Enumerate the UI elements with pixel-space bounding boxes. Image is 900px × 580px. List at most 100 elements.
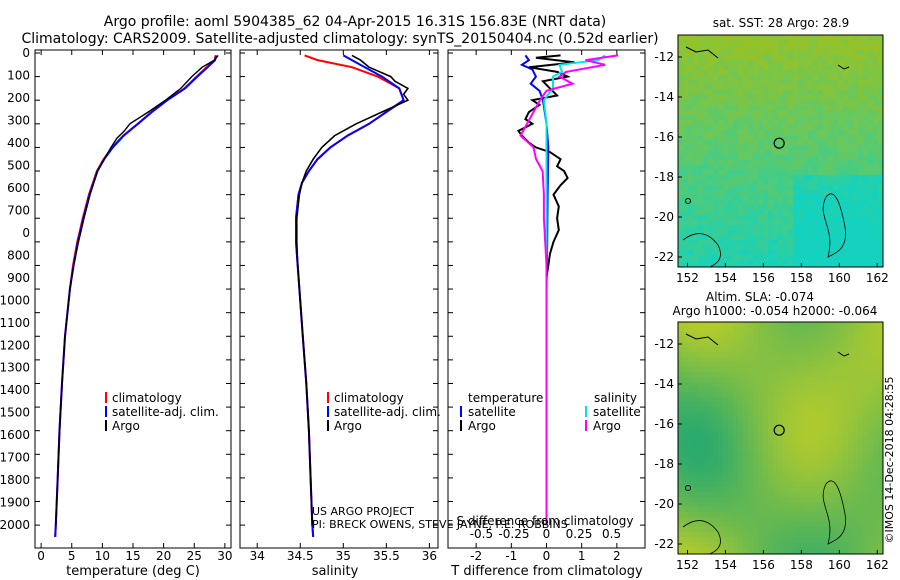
map-cell	[683, 447, 689, 453]
map-cell	[828, 507, 834, 513]
map-cell	[828, 205, 834, 211]
map-cell	[803, 220, 809, 226]
map-cell	[718, 50, 724, 56]
map-cell	[798, 532, 804, 538]
map-cell	[798, 95, 804, 101]
map-cell	[838, 532, 844, 538]
map-cell	[678, 220, 684, 226]
map-cell	[878, 382, 883, 388]
map-cell	[748, 512, 754, 518]
map-cell	[853, 397, 859, 403]
map-cell	[703, 397, 709, 403]
map-cell	[733, 397, 739, 403]
map-cell	[793, 467, 799, 473]
map-cell	[858, 467, 864, 473]
map-cell	[703, 165, 709, 171]
map-cell	[878, 190, 883, 196]
map-field	[678, 35, 883, 267]
map-cell	[813, 327, 819, 333]
map-cell	[698, 105, 704, 111]
map-cell	[703, 337, 709, 343]
map-cell	[823, 467, 829, 473]
map-cell	[693, 527, 699, 533]
map-cell	[788, 145, 794, 151]
map-cell	[813, 412, 819, 418]
map-cell	[808, 110, 814, 116]
map-cell	[693, 55, 699, 61]
map-cell	[838, 185, 844, 191]
map-cell	[843, 357, 849, 363]
island-marker	[685, 485, 691, 491]
map-cell	[843, 407, 849, 413]
map-cell	[873, 50, 879, 56]
map-cell	[878, 327, 883, 333]
map-cell	[743, 155, 749, 161]
map-cell	[858, 100, 864, 106]
map-cell	[718, 150, 724, 156]
map-cell	[718, 437, 724, 443]
legend-title-temperature: temperature	[468, 391, 543, 405]
map-cell	[698, 347, 704, 353]
map-cell	[878, 472, 883, 478]
map-cell	[793, 402, 799, 408]
map-cell	[843, 442, 849, 448]
map-cell	[758, 457, 764, 463]
map-cell	[683, 327, 689, 333]
map-cell	[853, 332, 859, 338]
map-cell	[863, 110, 869, 116]
map-cell	[783, 40, 789, 46]
map-cell	[788, 517, 794, 523]
map-cell	[718, 322, 724, 328]
map-cell	[848, 342, 854, 348]
map-cell	[708, 45, 714, 51]
map-cell	[708, 377, 714, 383]
map-cell	[778, 165, 784, 171]
map-cell	[818, 472, 824, 478]
map-cell	[738, 512, 744, 518]
map-cell	[768, 240, 774, 246]
map-cell	[768, 367, 774, 373]
map-cell	[873, 175, 879, 181]
map-cell	[783, 90, 789, 96]
map-cell	[868, 190, 874, 196]
map-cell	[778, 542, 784, 548]
map-cell	[773, 210, 779, 216]
map-cell	[823, 517, 829, 523]
map-cell	[728, 322, 734, 328]
map-cell	[753, 382, 759, 388]
map-cell	[688, 357, 694, 363]
map-x-tick-label: 156	[752, 271, 775, 285]
map-cell	[778, 367, 784, 373]
map-cell	[813, 342, 819, 348]
map-cell	[813, 100, 819, 106]
map-cell	[848, 352, 854, 358]
map-cell	[753, 532, 759, 538]
map-cell	[863, 342, 869, 348]
map-cell	[718, 140, 724, 146]
map-cell	[713, 517, 719, 523]
map-cell	[813, 382, 819, 388]
map-cell	[783, 552, 789, 554]
map-cell	[773, 327, 779, 333]
map-cell	[758, 140, 764, 146]
map-cell	[788, 447, 794, 453]
map-cell	[733, 552, 739, 554]
map-cell	[843, 260, 849, 266]
map-cell	[753, 542, 759, 548]
map-cell	[703, 45, 709, 51]
map-cell	[828, 85, 834, 91]
map-cell	[808, 145, 814, 151]
map-cell	[818, 442, 824, 448]
map-cell	[878, 65, 883, 71]
map-cell	[723, 35, 729, 41]
map-cell	[778, 125, 784, 131]
map-cell	[833, 437, 839, 443]
map-cell	[853, 35, 859, 41]
map-cell	[758, 327, 764, 333]
map-cell	[798, 175, 804, 181]
map-cell	[848, 45, 854, 51]
map-cell	[848, 210, 854, 216]
map-cell	[873, 552, 879, 554]
map-cell	[803, 115, 809, 121]
map-cell	[758, 150, 764, 156]
